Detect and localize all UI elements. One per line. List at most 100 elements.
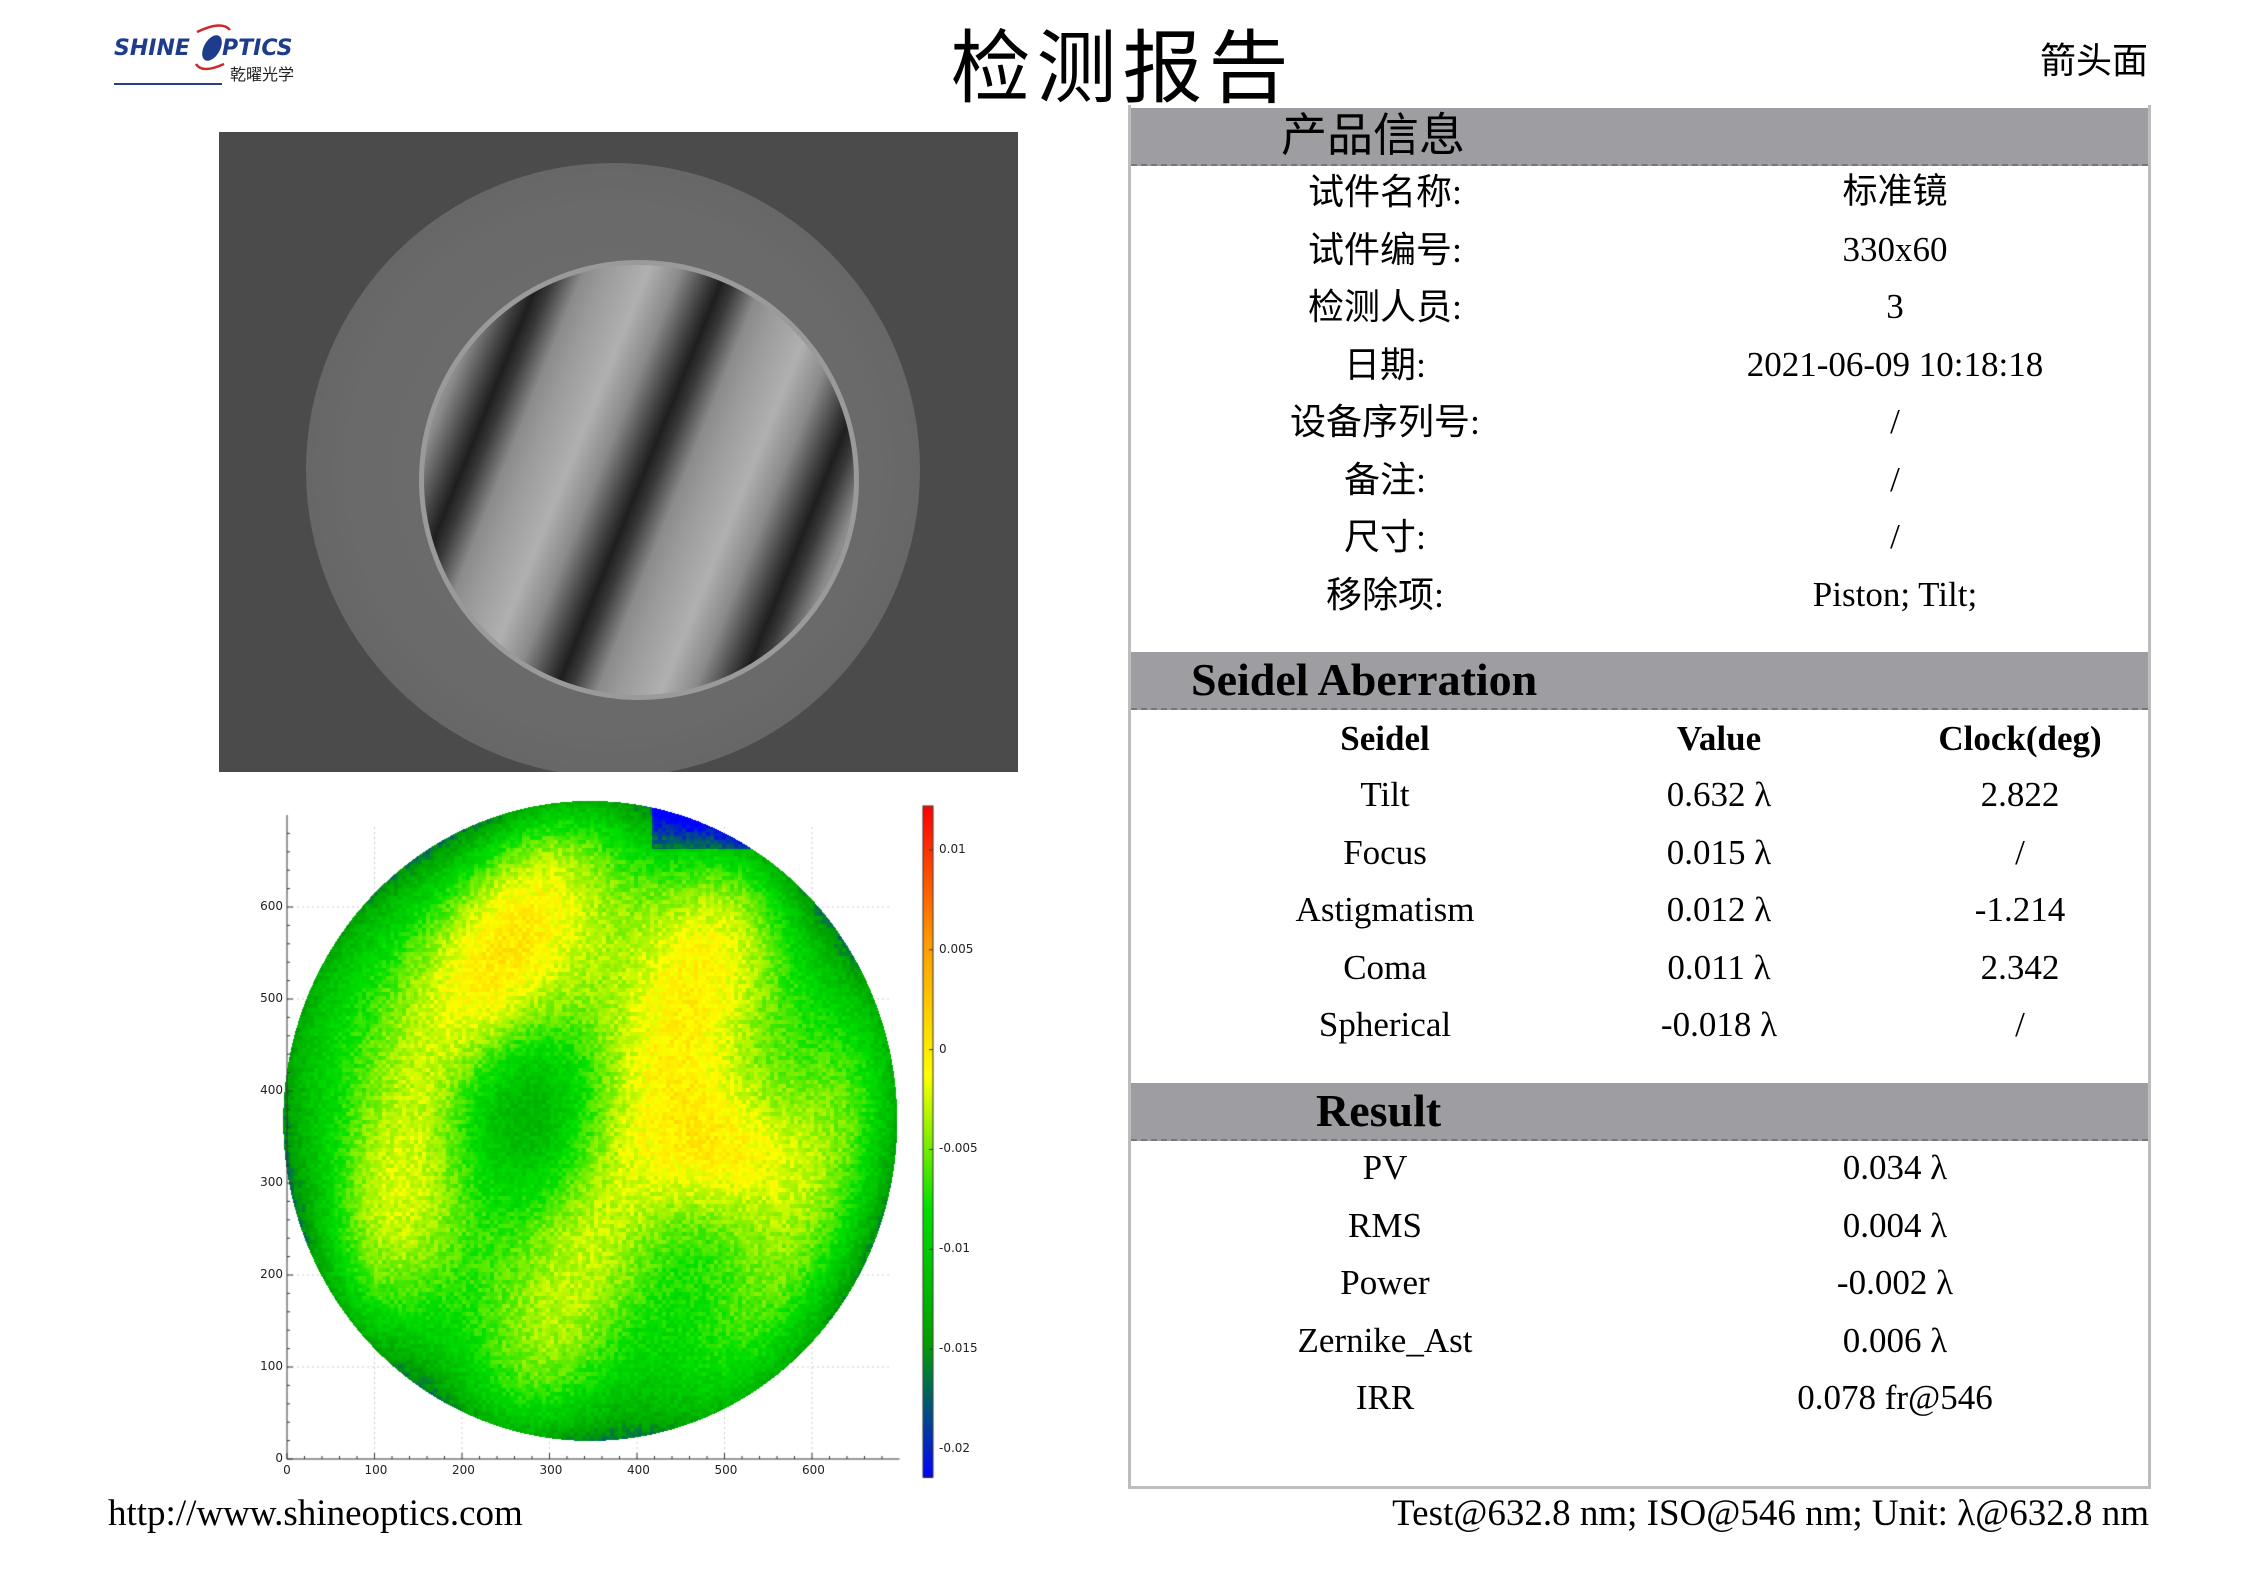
seidel-cell: /: [2015, 1005, 2025, 1044]
seidel-cell: Tilt: [1360, 775, 1410, 814]
seidel-band: Seidel Aberration: [1131, 652, 2148, 710]
result-row: RMS 0.004 λ: [1131, 1197, 2148, 1255]
info-label: 试件编号:: [1307, 229, 1462, 270]
result-label: PV: [1362, 1148, 1408, 1187]
seidel-header: Clock(deg): [1938, 719, 2102, 758]
x-tick-label: 500: [714, 1463, 738, 1477]
seidel-cell: /: [2015, 832, 2025, 872]
product-info-title: 产品信息: [1281, 110, 1465, 161]
result-value: -0.002 λ: [1836, 1263, 1954, 1302]
seidel-header: Value: [1676, 719, 1762, 758]
y-tick-label: 300: [260, 1175, 283, 1189]
info-label: 试件名称:: [1307, 172, 1462, 212]
seidel-cell: 2.342: [1980, 947, 2060, 987]
info-row: 试件编号: 330x60: [1131, 221, 2148, 279]
info-value: 330x60: [1842, 229, 1948, 269]
x-tick-label: 400: [627, 1463, 650, 1477]
result-row: Zernike_Ast 0.006 λ: [1131, 1312, 2148, 1370]
x-tick-label: 300: [539, 1463, 563, 1477]
seidel-row: Coma 0.011 λ 2.342: [1131, 939, 2148, 997]
info-value: /: [1890, 517, 1900, 556]
seidel-cell: Coma: [1343, 947, 1427, 987]
info-value: 2021-06-09 10:18:18: [1746, 344, 2044, 384]
info-row: 设备序列号: /: [1131, 393, 2148, 451]
result-value: 0.078 fr@546: [1797, 1378, 1993, 1417]
info-value: /: [1890, 459, 1900, 499]
report-table: 产品信息 试件名称: 标准镜试件编号: 330x60 检测人员: 3 日期: 2021-06…: [1128, 105, 2151, 1489]
colorbar-tick-label: -0.01: [939, 1241, 971, 1256]
seidel-cell: Astigmatism: [1295, 890, 1475, 929]
fringe-aperture: [419, 260, 859, 700]
y-tick-label: 200: [260, 1267, 283, 1281]
info-label: 备注:: [1343, 459, 1426, 500]
seidel-row: Spherical -0.018 λ /: [1131, 996, 2148, 1054]
colorbar-tick-label: -0.02: [939, 1441, 971, 1456]
seidel-cell: 0.632 λ: [1666, 775, 1772, 814]
seidel-cell: 0.012 λ: [1666, 890, 1772, 929]
info-value: /: [1890, 402, 1900, 441]
result-value: 0.034 λ: [1842, 1148, 1948, 1187]
seidel-cell: 2.822: [1980, 775, 2060, 814]
colorbar-tick-label: 0.005: [939, 941, 974, 956]
info-row: 检测人员: 3: [1131, 278, 2148, 336]
svg-text:SHINE: SHINE: [114, 36, 190, 61]
info-value: 3: [1886, 287, 1904, 326]
seidel-row: Focus 0.015 λ /: [1131, 824, 2148, 882]
seidel-row: Astigmatism 0.012 λ -1.214: [1131, 881, 2148, 939]
product-info-band: 产品信息: [1131, 108, 2148, 166]
colorbar-tick-label: -0.005: [939, 1141, 978, 1156]
result-row: PV 0.034 λ: [1131, 1139, 2148, 1197]
y-tick-label: 400: [260, 1083, 283, 1097]
company-logo: SHINE PTICS 乾曜光学: [112, 22, 327, 94]
surface-label: 箭头面: [2040, 41, 2149, 81]
colorbar-tick-label: 0.01: [939, 841, 966, 856]
y-tick-label: 500: [260, 991, 283, 1005]
result-label: IRR: [1355, 1378, 1415, 1417]
seidel-cell: 0.015 λ: [1666, 832, 1772, 872]
info-row: 尺寸: /: [1131, 508, 2148, 566]
info-label: 日期:: [1343, 344, 1426, 385]
x-tick-label: 0: [283, 1463, 291, 1477]
interferogram-image: [219, 132, 1018, 772]
info-row: 日期: 2021-06-09 10:18:18: [1131, 336, 2148, 394]
result-value: 0.004 λ: [1842, 1205, 1948, 1245]
seidel-row: Tilt 0.632 λ 2.822: [1131, 766, 2148, 824]
surface-heatmap: [250, 800, 1010, 1500]
seidel-cell: Spherical: [1318, 1005, 1452, 1044]
colorbar-tick-label: 0: [939, 1041, 947, 1056]
result-value: 0.006 λ: [1842, 1320, 1948, 1360]
colorbar-tick-label: -0.015: [939, 1341, 978, 1356]
info-label: 设备序列号:: [1289, 402, 1480, 442]
info-value: 标准镜: [1842, 172, 1948, 211]
info-label: 检测人员:: [1307, 287, 1462, 327]
test-conditions: Test@632.8 nm; ISO@546 nm; Unit: λ@632.8…: [1392, 1493, 2149, 1534]
x-tick-label: 100: [364, 1463, 388, 1477]
report-title: 检测报告: [950, 26, 1295, 114]
seidel-header: Seidel: [1340, 719, 1430, 758]
surface-map-plot: 0 100 200 300 400 500 600 0 100 200 300 400 500 600 0.…: [250, 800, 1010, 1500]
svg-text:PTICS: PTICS: [222, 36, 293, 61]
seidel-cell: -0.018 λ: [1660, 1005, 1778, 1044]
seidel-title: Seidel Aberration: [1191, 654, 1538, 705]
result-band: Result: [1131, 1083, 2148, 1141]
info-value: Piston; Tilt;: [1812, 574, 1978, 614]
y-tick-label: 600: [260, 899, 283, 913]
y-tick-label: 100: [260, 1359, 283, 1373]
result-label: Zernike_Ast: [1297, 1320, 1473, 1360]
x-tick-label: 600: [802, 1463, 825, 1477]
result-row: IRR 0.078 fr@546: [1131, 1369, 2148, 1427]
result-label: Power: [1340, 1263, 1430, 1302]
website-link[interactable]: http://www.shineoptics.com: [108, 1493, 523, 1534]
seidel-cell: 0.011 λ: [1667, 947, 1771, 987]
x-tick-label: 200: [452, 1463, 475, 1477]
y-tick-label: 0: [275, 1451, 283, 1465]
info-row: 试件名称: 标准镜: [1131, 163, 2148, 221]
svg-text:乾曜光学: 乾曜光学: [230, 65, 294, 84]
info-row: 移除项: Piston; Tilt;: [1131, 566, 2148, 624]
seidel-cell: -1.214: [1974, 890, 2066, 929]
info-label: 尺寸:: [1343, 517, 1426, 557]
result-label: RMS: [1348, 1205, 1422, 1245]
info-label: 移除项:: [1325, 574, 1444, 615]
info-row: 备注: /: [1131, 451, 2148, 509]
result-row: Power -0.002 λ: [1131, 1254, 2148, 1312]
